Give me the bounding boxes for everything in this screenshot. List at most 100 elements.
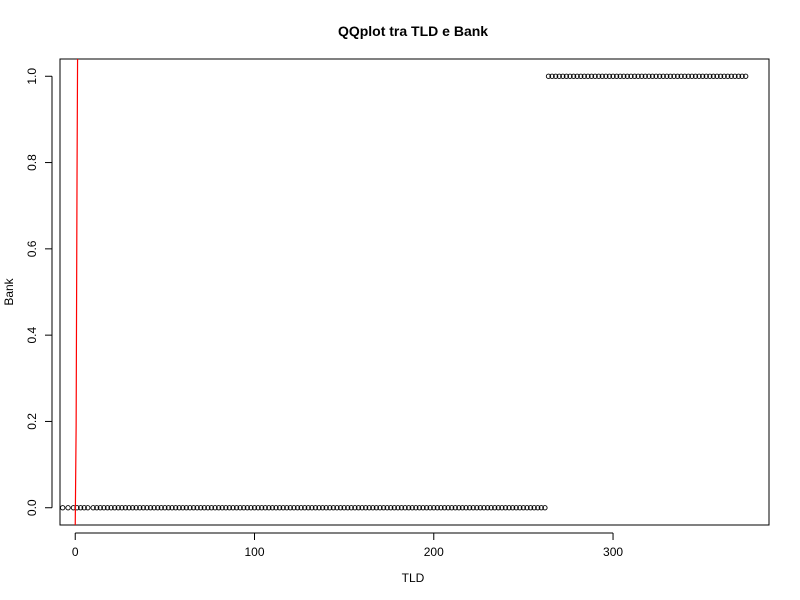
data-point [667, 73, 674, 79]
data-point [140, 505, 147, 511]
data-point [273, 505, 279, 511]
y-tick-label: 0.0 [25, 499, 39, 516]
data-point [642, 73, 648, 79]
y-tick-label: 0.6 [25, 240, 39, 257]
data-point [198, 505, 204, 511]
data-point [725, 73, 731, 79]
data-point [183, 505, 190, 511]
data-point [624, 73, 631, 79]
data-point [466, 505, 473, 511]
data-point [65, 505, 71, 511]
data-point [513, 505, 519, 511]
data-point [312, 505, 319, 511]
data-point [406, 505, 412, 511]
data-point [133, 505, 139, 511]
data-point [574, 73, 580, 79]
red-reference-line [74, 58, 79, 526]
data-point [592, 73, 598, 79]
data-point [126, 505, 132, 511]
data-point [441, 505, 448, 511]
data-point [732, 73, 738, 79]
data-point [703, 73, 709, 79]
data-point [384, 505, 390, 511]
data-point [506, 505, 512, 511]
data-point [599, 73, 605, 79]
data-point [474, 505, 480, 511]
data-point [176, 505, 182, 511]
data-point [423, 505, 430, 511]
data-point [696, 73, 702, 79]
data-point [165, 505, 172, 511]
data-point [262, 505, 268, 511]
data-point [144, 505, 150, 511]
data-point [104, 505, 111, 511]
data-point [689, 73, 695, 79]
data-point [617, 73, 623, 79]
data-point [85, 505, 91, 511]
data-point [700, 73, 706, 79]
data-point [502, 505, 509, 511]
data-point [208, 505, 215, 511]
y-tick-label: 0.4 [25, 326, 39, 343]
data-point [631, 73, 638, 79]
data-point [606, 73, 613, 79]
data-point [739, 73, 745, 79]
data-point [94, 505, 100, 511]
data-point [707, 73, 713, 79]
data-point [488, 505, 494, 511]
data-point [294, 505, 301, 511]
data-point [492, 505, 498, 511]
data-point [578, 73, 584, 79]
data-point [337, 505, 344, 511]
data-point [549, 73, 555, 79]
data-point [60, 505, 66, 511]
x-tick-label: 300 [603, 545, 623, 559]
data-point [535, 505, 541, 511]
data-point [509, 505, 516, 511]
data-point [710, 73, 717, 79]
data-point [402, 505, 408, 511]
data-point [682, 73, 688, 79]
data-point [531, 505, 537, 511]
data-point [180, 505, 186, 511]
data-point [538, 505, 544, 511]
data-point [319, 505, 326, 511]
data-point [352, 505, 358, 511]
data-point [237, 505, 243, 511]
data-point [280, 505, 286, 511]
data-point [223, 505, 229, 511]
data-point [671, 73, 677, 79]
data-point [362, 505, 369, 511]
data-point [545, 73, 552, 79]
data-point [452, 505, 458, 511]
data-point [714, 73, 720, 79]
data-point [553, 73, 559, 79]
data-point [660, 73, 666, 79]
data-point [101, 505, 107, 511]
data-point [664, 73, 670, 79]
data-point [248, 505, 254, 511]
data-point [112, 505, 118, 511]
data-point [251, 505, 258, 511]
data-point [556, 73, 562, 79]
data-point [81, 505, 87, 511]
data-point [302, 505, 308, 511]
data-point [570, 73, 577, 79]
data-point [459, 505, 466, 511]
data-point [567, 73, 573, 79]
data-point [692, 73, 699, 79]
data-point [635, 73, 641, 79]
data-point [373, 505, 380, 511]
data-point [456, 505, 462, 511]
data-point [355, 505, 362, 511]
data-point [219, 505, 225, 511]
data-point [348, 505, 354, 511]
data-point [735, 73, 742, 79]
data-point [291, 505, 297, 511]
data-point [398, 505, 405, 511]
y-axis-label: Bank [2, 277, 16, 305]
data-point [409, 505, 415, 511]
x-tick-label: 200 [424, 545, 444, 559]
data-point [621, 73, 627, 79]
data-point [172, 505, 179, 511]
